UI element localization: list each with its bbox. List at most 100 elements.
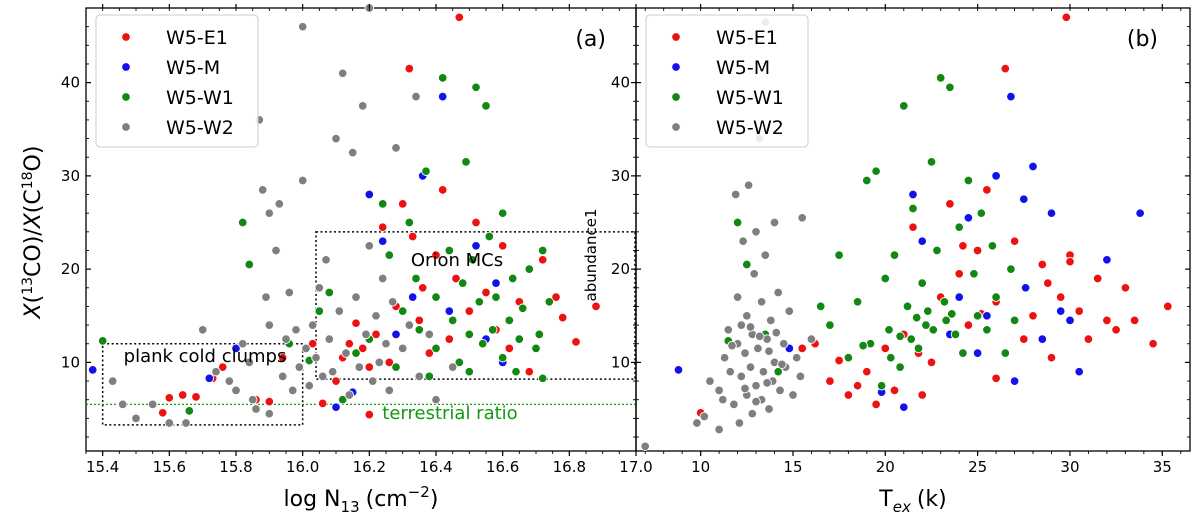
- point-w5-w2: [784, 306, 795, 316]
- point-w5-w1: [950, 329, 961, 340]
- point-w5-e1: [825, 376, 835, 386]
- point-w5-e1: [1102, 315, 1112, 326]
- point-w5-w1: [464, 366, 475, 377]
- point-w5-w2: [778, 338, 789, 349]
- point-w5-e1: [537, 255, 548, 265]
- point-w5-w1: [471, 82, 481, 93]
- point-w5-w2: [251, 404, 261, 414]
- point-w5-w2: [738, 236, 748, 246]
- point-w5-w1: [237, 217, 248, 228]
- point-w5-w1: [431, 292, 441, 302]
- panel-b-x-label: Tex (k): [878, 487, 946, 516]
- legend-marker-w5-e1: [121, 32, 131, 42]
- point-w5-w2: [764, 346, 774, 356]
- legend-label-w5-w1: W5-W1: [166, 87, 234, 109]
- point-w5-e1: [364, 362, 375, 372]
- x-tick-label: 17.0: [619, 458, 652, 476]
- point-w5-w1: [537, 373, 548, 384]
- point-w5-w2: [797, 213, 807, 223]
- legend-marker-w5-w2: [671, 122, 681, 132]
- point-w5-w2: [164, 418, 175, 428]
- point-w5-e1: [191, 392, 201, 402]
- point-w5-m: [407, 292, 418, 302]
- x-tick-label: 10: [691, 458, 710, 476]
- x-tick-label: 15: [783, 458, 802, 476]
- point-w5-w1: [825, 320, 835, 330]
- point-w5-w2: [334, 306, 345, 316]
- point-w5-w1: [886, 352, 896, 363]
- point-w5-e1: [551, 292, 561, 302]
- point-w5-w1: [939, 297, 950, 307]
- point-w5-m: [1037, 334, 1048, 344]
- point-w5-w1: [184, 406, 195, 416]
- point-w5-w1: [911, 312, 922, 323]
- legend-marker-w5-w1: [121, 92, 131, 102]
- panel-b-legend: W5-E1 W5-M W5-W1 W5-W2: [645, 14, 809, 148]
- point-w5-w2: [730, 189, 741, 200]
- point-w5-w1: [732, 217, 743, 228]
- point-w5-w2: [341, 348, 351, 358]
- point-w5-m: [1009, 376, 1020, 386]
- point-w5-w1: [384, 250, 395, 260]
- point-w5-w2: [357, 101, 368, 111]
- point-w5-w1: [461, 157, 471, 167]
- panel-b-label: (b): [1127, 27, 1158, 52]
- point-w5-w2: [284, 287, 295, 298]
- point-w5-w1: [941, 315, 951, 326]
- point-w5-e1: [344, 338, 355, 349]
- point-w5-w2: [344, 390, 355, 400]
- point-w5-w1: [377, 199, 388, 209]
- point-w5-w2: [404, 320, 415, 330]
- point-w5-w1: [244, 259, 255, 270]
- point-w5-w1: [514, 334, 525, 344]
- point-w5-w1: [899, 101, 909, 111]
- point-w5-w2: [277, 371, 288, 382]
- point-w5-m: [1074, 366, 1084, 377]
- x-tick-label: 25: [968, 458, 987, 476]
- panel-a-label: (a): [575, 27, 606, 52]
- point-w5-e1: [1120, 283, 1131, 293]
- point-w5-w2: [131, 413, 141, 424]
- point-w5-e1: [852, 380, 863, 391]
- point-w5-e1: [277, 352, 288, 363]
- point-w5-e1: [954, 269, 964, 279]
- point-w5-w1: [1006, 264, 1016, 274]
- point-w5-w1: [531, 343, 541, 354]
- point-w5-m: [963, 213, 974, 223]
- point-w5-m: [1046, 208, 1057, 218]
- x-tick-label: 16.8: [553, 458, 586, 476]
- point-w5-w2: [705, 376, 715, 386]
- point-w5-e1: [424, 348, 435, 358]
- point-w5-w2: [745, 362, 756, 372]
- point-w5-w2: [147, 399, 158, 410]
- point-w5-w2: [775, 385, 785, 396]
- point-w5-e1: [1043, 278, 1053, 288]
- point-w5-e1: [164, 393, 175, 403]
- point-w5-w2: [751, 227, 761, 237]
- legend-marker-w5-w1: [671, 92, 681, 102]
- point-w5-w2: [211, 366, 221, 377]
- point-w5-w2: [719, 352, 730, 363]
- point-w5-e1: [843, 390, 854, 400]
- point-w5-w1: [963, 175, 974, 186]
- point-w5-e1: [404, 63, 415, 74]
- point-w5-w2: [294, 362, 305, 372]
- point-w5-w2: [397, 343, 408, 354]
- point-w5-w1: [932, 245, 942, 256]
- point-w5-m: [1028, 161, 1038, 172]
- point-w5-w2: [431, 394, 441, 405]
- point-w5-m: [1019, 194, 1029, 204]
- point-w5-w2: [327, 366, 338, 377]
- point-w5-w1: [464, 329, 475, 340]
- point-w5-w2: [777, 359, 787, 370]
- point-w5-e1: [571, 337, 581, 347]
- point-w5-m: [1055, 306, 1066, 316]
- point-w5-w2: [699, 411, 710, 422]
- point-w5-w1: [421, 166, 431, 176]
- point-w5-w2: [771, 327, 782, 338]
- point-w5-w1: [431, 343, 441, 354]
- point-w5-m: [377, 236, 388, 246]
- planck-label: plank cold clumps: [124, 346, 287, 367]
- point-w5-w1: [871, 166, 881, 176]
